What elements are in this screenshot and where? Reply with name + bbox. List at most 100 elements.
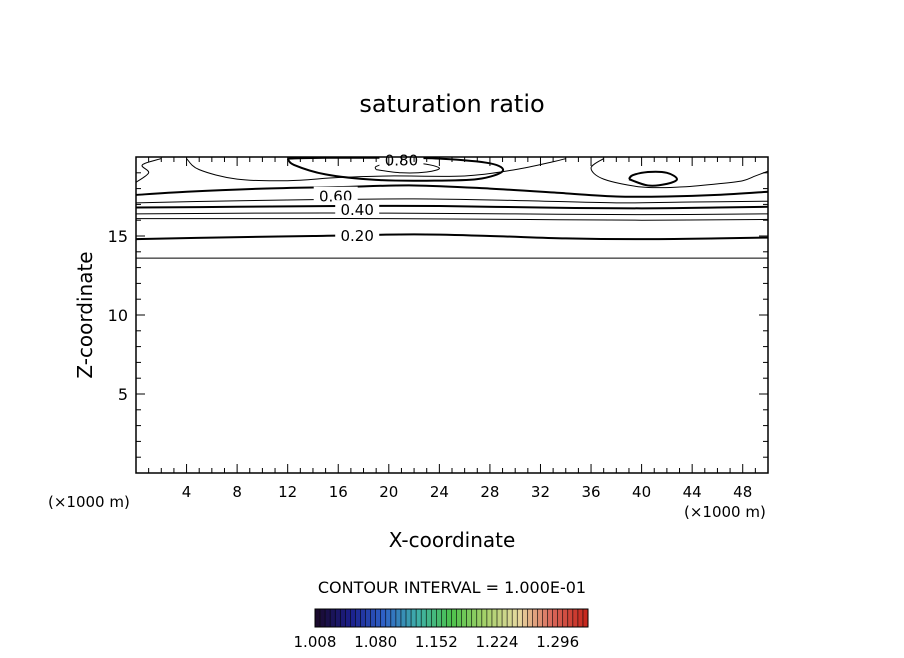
x-tick-label: 4: [182, 483, 192, 501]
colorbar-segment: [431, 609, 437, 627]
colorbar-segment: [522, 609, 528, 627]
colorbar-segment: [330, 609, 336, 627]
x-tick-label: 12: [278, 483, 297, 501]
colorbar-segment: [411, 609, 417, 627]
colorbar: [314, 608, 589, 628]
x-tick-label: 28: [480, 483, 499, 501]
colorbar-segment: [507, 609, 513, 627]
colorbar-segment: [355, 609, 361, 627]
x-tick-label: 48: [733, 483, 752, 501]
colorbar-segment: [456, 609, 462, 627]
x-unit-left: (×1000 m): [48, 493, 130, 511]
colorbar-segment: [360, 609, 366, 627]
colorbar-segment: [390, 609, 396, 627]
colorbar-segment: [385, 609, 391, 627]
colorbar-segment: [325, 609, 331, 627]
colorbar-segment: [562, 609, 568, 627]
contour-line-1: [135, 233, 769, 241]
contour-label-bg: [313, 186, 358, 204]
contour-line-12: [628, 170, 678, 187]
contour-line-11: [374, 162, 440, 174]
colorbar-segment: [557, 609, 563, 627]
y-tick-label: 10: [108, 306, 128, 325]
colorbar-segment: [486, 609, 492, 627]
contour-line-8: [186, 158, 566, 182]
colorbar-segment: [441, 609, 447, 627]
y-axis-label: Z-coordinate: [73, 251, 97, 378]
colorbar-segment: [340, 609, 346, 627]
contour-line-6: [135, 184, 769, 198]
colorbar-segment: [582, 609, 588, 627]
colorbar-segment: [375, 609, 381, 627]
colorbar-tick-label: 1.152: [415, 633, 458, 651]
colorbar-border: [314, 608, 589, 628]
contour-label: 0.40: [340, 201, 373, 219]
contour-line-2: [135, 218, 769, 221]
colorbar-segment: [426, 609, 432, 627]
colorbar-segment: [547, 609, 553, 627]
plot-area: [135, 156, 769, 474]
contour-label: 0.20: [340, 227, 373, 245]
contour-line-7: [135, 158, 162, 183]
colorbar-segment: [421, 609, 427, 627]
x-tick-label: 32: [531, 483, 550, 501]
colorbar-segment: [577, 609, 583, 627]
colorbar-segment: [497, 609, 503, 627]
contour-label-layer: 0.800.600.400.20: [313, 150, 424, 245]
colorbar-segment: [542, 609, 548, 627]
colorbar-tick-label: 1.080: [354, 633, 397, 651]
colorbar-segment: [552, 609, 558, 627]
colorbar-segment: [315, 609, 321, 627]
colorbar-segment: [491, 609, 497, 627]
y-axis-ticks: 5 10 15: [108, 172, 768, 458]
x-unit-right: (×1000 m): [684, 503, 766, 521]
colorbar-segment: [365, 609, 371, 627]
colorbar-labels: 1.008 1.080 1.152 1.224 1.296: [294, 633, 580, 651]
colorbar-segment: [451, 609, 457, 627]
colorbar-segment: [537, 609, 543, 627]
colorbar-segment: [350, 609, 356, 627]
contour-interval-text: CONTOUR INTERVAL = 1.000E-01: [318, 578, 586, 597]
colorbar-segment: [481, 609, 487, 627]
x-axis-label: X-coordinate: [389, 528, 516, 552]
contour-label-bg: [335, 226, 380, 244]
chart-title: saturation ratio: [359, 90, 544, 118]
colorbar-segment: [345, 609, 351, 627]
colorbar-segment: [416, 609, 422, 627]
contour-line-3: [135, 212, 769, 216]
x-tick-label: 44: [683, 483, 702, 501]
colorbar-segment: [527, 609, 533, 627]
colorbar-segment: [406, 609, 412, 627]
x-tick-label: 20: [379, 483, 398, 501]
colorbar-tick-label: 1.008: [294, 633, 337, 651]
colorbar-segment: [395, 609, 401, 627]
colorbar-segment: [335, 609, 341, 627]
colorbar-segment: [320, 609, 326, 627]
colorbar-segment: [461, 609, 467, 627]
colorbar-segment: [446, 609, 452, 627]
x-tick-label: 8: [232, 483, 242, 501]
contour-line-9: [590, 158, 769, 189]
x-tick-label: 16: [329, 483, 348, 501]
colorbar-tick-label: 1.296: [536, 633, 579, 651]
colorbar-segment: [400, 609, 406, 627]
colorbar-segment: [572, 609, 578, 627]
x-tick-label: 24: [430, 483, 449, 501]
colorbar-segment: [380, 609, 386, 627]
y-tick-label: 15: [108, 227, 128, 246]
y-tick-label: 5: [118, 385, 128, 404]
contour-lines: [135, 156, 769, 259]
colorbar-segment: [567, 609, 573, 627]
colorbar-tick-label: 1.224: [476, 633, 519, 651]
colorbar-segment: [436, 609, 442, 627]
colorbar-segment: [466, 609, 472, 627]
colorbar-segment: [512, 609, 518, 627]
x-tick-label: 36: [581, 483, 600, 501]
contour-line-4: [135, 204, 769, 210]
colorbar-segment: [532, 609, 538, 627]
contour-line-5: [135, 198, 769, 204]
x-tick-label: 40: [632, 483, 651, 501]
colorbar-segment: [471, 609, 477, 627]
colorbar-segment: [502, 609, 508, 627]
